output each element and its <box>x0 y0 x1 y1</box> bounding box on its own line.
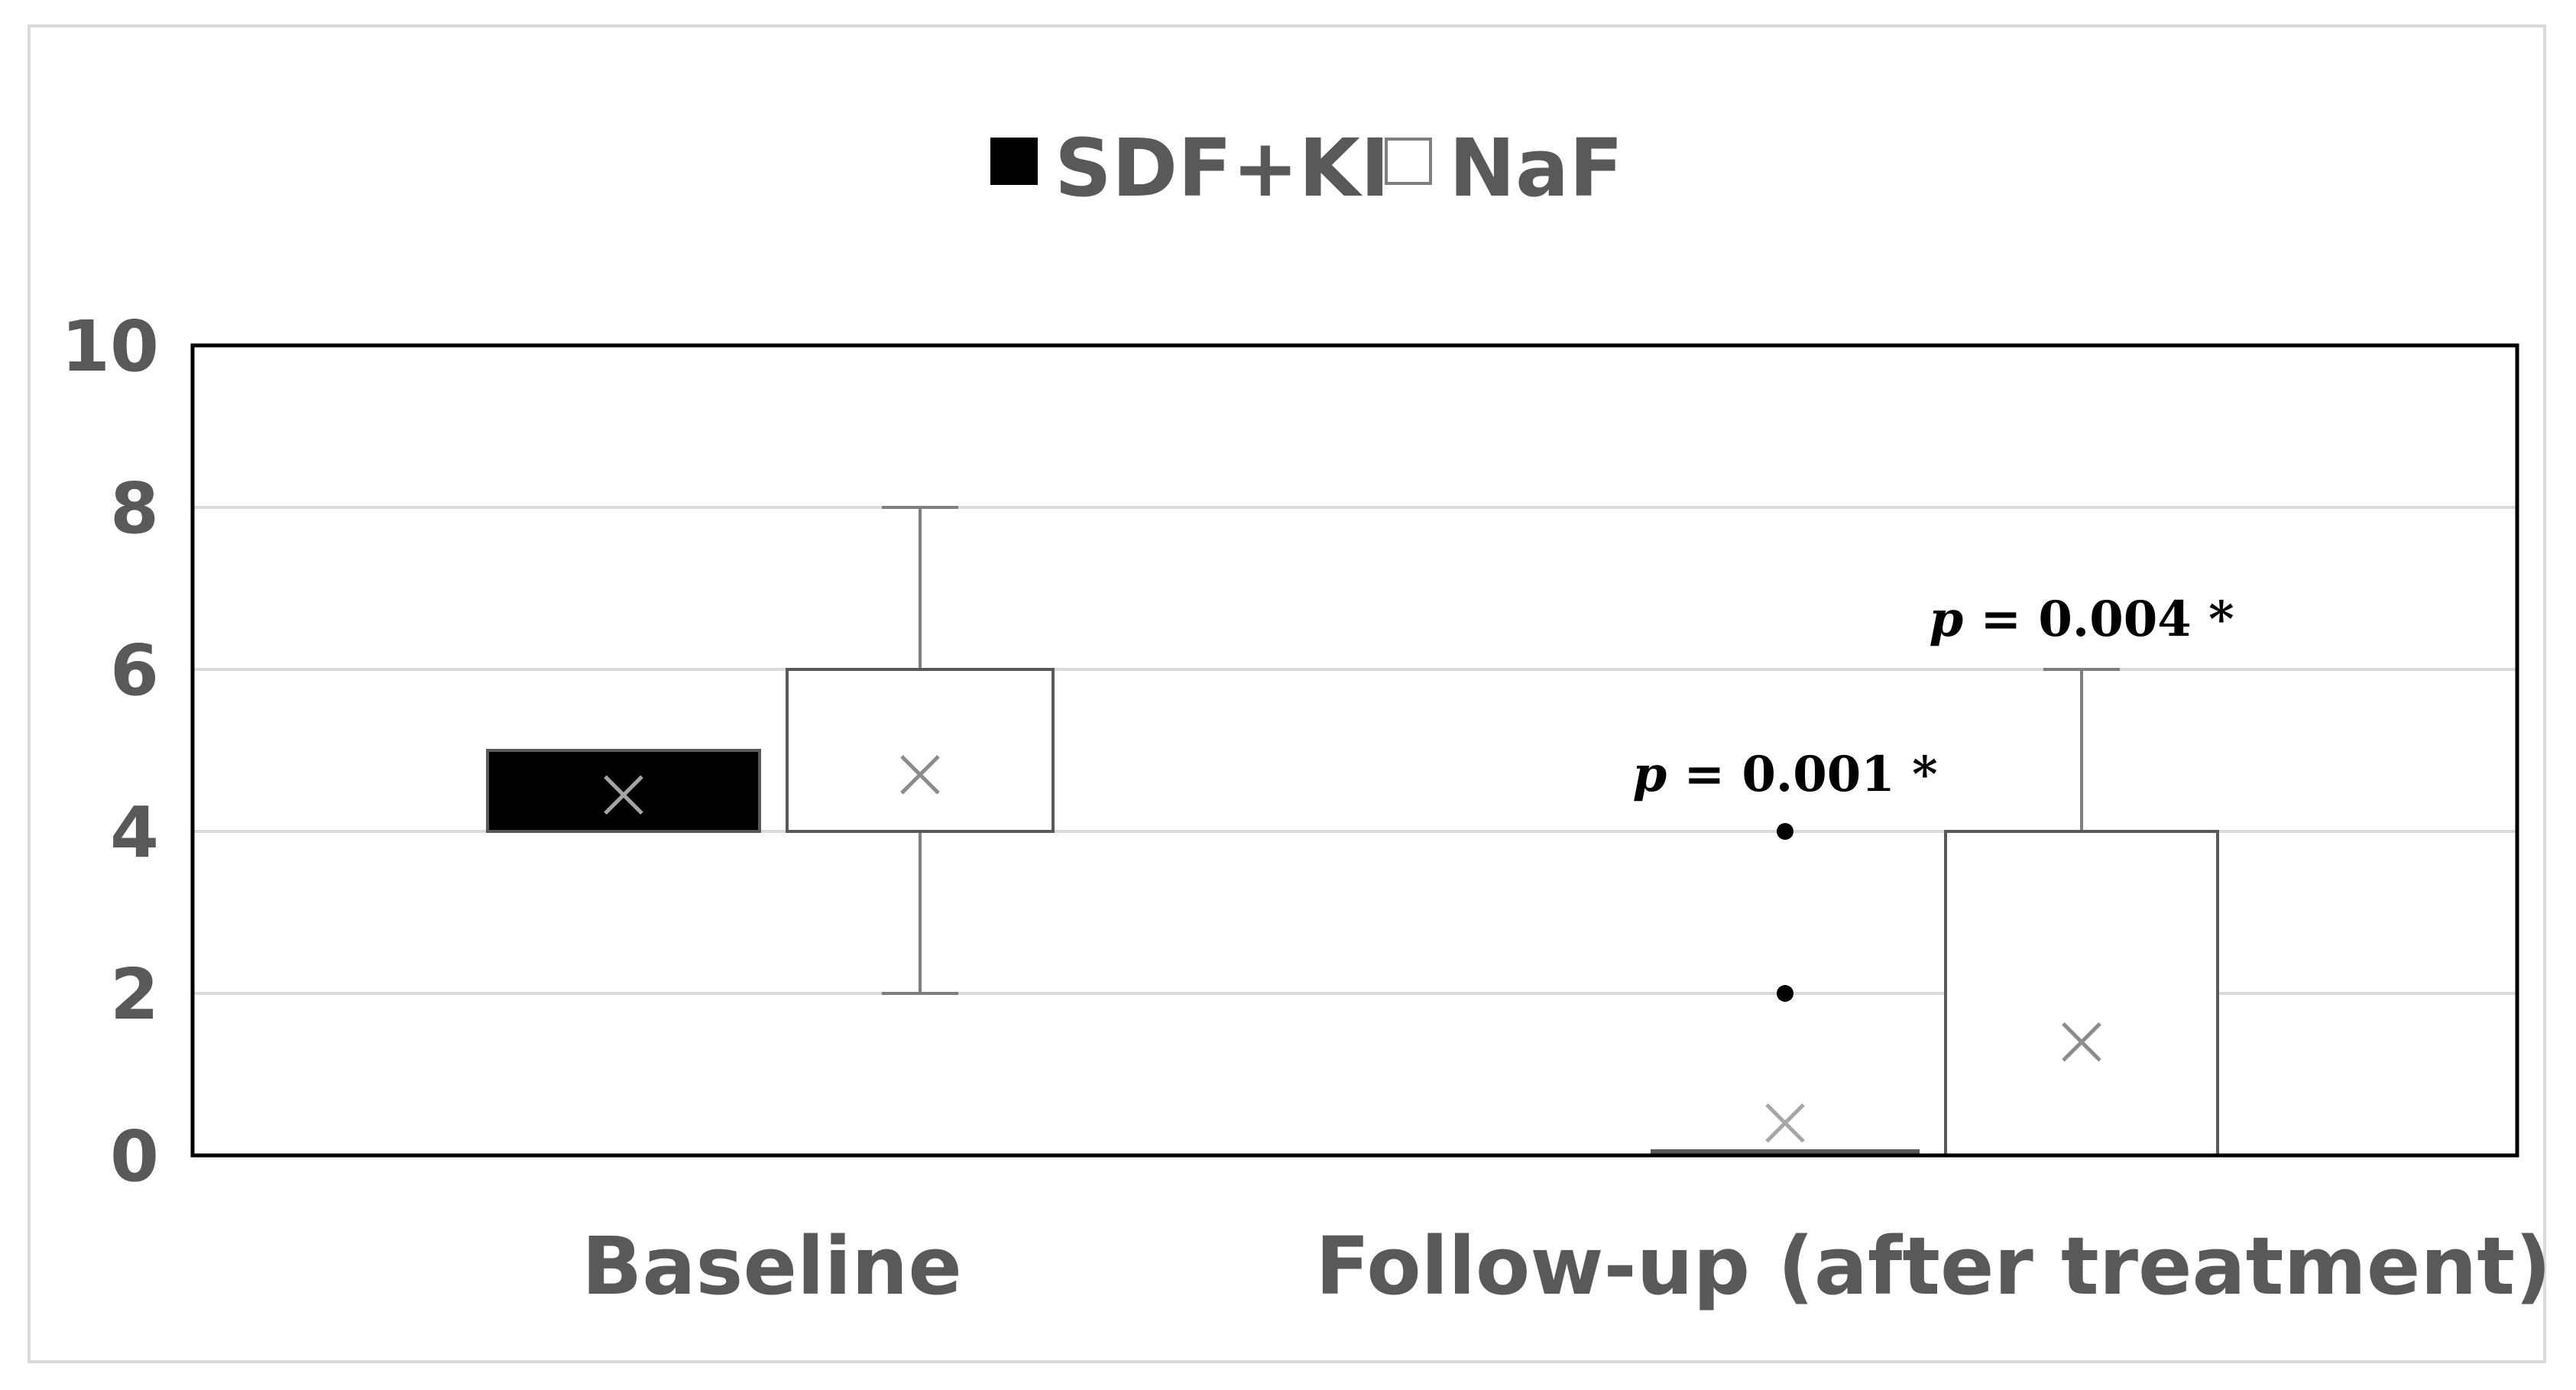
outlier-point <box>1777 985 1793 1002</box>
chart-frame <box>28 24 2546 1363</box>
labels: 0 2 4 6 8 10 Baseline Follow-up (after treatmen… <box>61 306 2552 1313</box>
legend-label: NaF <box>1449 122 1623 215</box>
mean-marker <box>1765 1103 1805 1143</box>
y-tick-label: 6 <box>110 630 159 711</box>
y-tick-label: 4 <box>110 792 159 873</box>
mean-marker <box>900 755 940 795</box>
legend: SDF+KI NaF <box>990 122 1623 215</box>
outlier-point <box>1777 823 1793 840</box>
legend-item: NaF <box>1385 122 1623 215</box>
x-category-label: Follow-up (after treatment) <box>1315 1220 2551 1313</box>
box-naf <box>786 668 1055 833</box>
legend-item: SDF+KI <box>990 122 1390 215</box>
mean-marker <box>604 775 643 815</box>
y-tick-label: 8 <box>110 468 159 549</box>
p-value-annotation: p = 0.001 * <box>1632 746 1937 803</box>
y-tick-label: 10 <box>61 306 159 387</box>
mean-marker-stroke <box>900 755 940 795</box>
box-sdf-ki <box>1651 1149 1920 1155</box>
p-symbol: p <box>1632 746 1667 803</box>
legend-swatch <box>990 138 1038 185</box>
legend-swatch <box>1385 138 1432 185</box>
p-symbol: p <box>1929 591 1963 648</box>
mean-marker-stroke <box>1765 1103 1805 1143</box>
y-tick-label: 0 <box>110 1116 159 1197</box>
axes <box>190 343 2519 1158</box>
x-category-label: Baseline <box>582 1220 962 1313</box>
mean-marker-stroke <box>2062 1022 2101 1062</box>
box-naf <box>1944 830 2219 1157</box>
legend-label: SDF+KI <box>1055 122 1390 215</box>
box-sdf-ki <box>486 749 761 833</box>
p-value-annotation: p = 0.004 * <box>1929 591 2234 648</box>
y-tick-label: 2 <box>110 954 159 1035</box>
p-value-text: = 0.004 * <box>1963 591 2234 648</box>
mean-marker <box>2062 1022 2101 1062</box>
plot-border <box>190 343 2519 1158</box>
p-value-text: = 0.001 * <box>1667 746 1937 803</box>
mean-marker-stroke <box>604 775 643 815</box>
